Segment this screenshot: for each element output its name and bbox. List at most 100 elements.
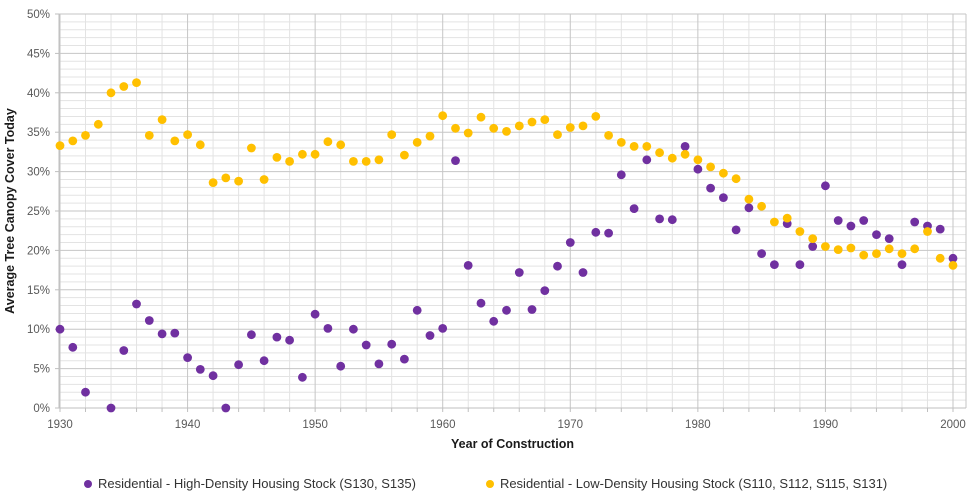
data-point	[706, 183, 715, 193]
data-point	[897, 260, 907, 269]
x-tick-label: 1940	[175, 419, 201, 431]
data-point	[463, 128, 473, 138]
data-point	[553, 130, 562, 140]
y-tick-label: 25%	[27, 206, 50, 218]
y-axis-tick-labels: 0% 5% 10% 15% 20% 25% 30% 35% 40% 45% 50%	[27, 9, 50, 415]
data-point	[884, 244, 894, 254]
legend-label-low-density: Residential - Low-Density Housing Stock …	[499, 476, 888, 491]
data-point	[55, 141, 65, 151]
legend-item-high-density: Residential - High-Density Housing Stock…	[84, 476, 416, 491]
data-point	[144, 316, 154, 325]
data-point	[285, 335, 294, 345]
data-point	[132, 78, 141, 87]
data-point	[744, 194, 754, 204]
data-point	[170, 328, 180, 338]
data-point	[757, 249, 766, 258]
data-point	[387, 130, 397, 140]
data-point	[298, 149, 307, 159]
data-point	[808, 242, 818, 251]
y-axis-title: Average Tree Canopy Cover Today	[3, 108, 17, 314]
data-point	[897, 249, 907, 258]
y-tick-label: 45%	[27, 48, 50, 60]
data-point	[361, 340, 371, 350]
data-point	[540, 115, 550, 124]
data-point	[272, 332, 282, 342]
data-point	[527, 117, 537, 127]
data-point	[310, 149, 320, 159]
legend-marker-high-density-icon	[84, 479, 92, 488]
data-point	[527, 305, 537, 314]
x-axis-tick-labels: 1930 1940 1950 1960 1970 1980 1990 2000	[47, 419, 966, 431]
data-point	[425, 331, 435, 340]
data-point	[795, 260, 805, 269]
data-point	[604, 131, 613, 140]
data-point	[259, 175, 269, 184]
data-point	[884, 234, 894, 244]
data-point	[795, 227, 805, 236]
data-point	[744, 203, 754, 213]
data-point	[336, 140, 346, 150]
data-point	[616, 138, 626, 147]
x-tick-label: 1960	[430, 419, 456, 431]
minor-gridlines	[59, 14, 966, 408]
data-point	[680, 149, 690, 159]
legend-item-low-density: Residential - Low-Density Housing Stock …	[485, 476, 888, 491]
data-point	[693, 164, 703, 174]
data-point	[872, 249, 881, 258]
data-point	[808, 234, 818, 244]
data-point	[361, 157, 371, 166]
data-point	[132, 299, 141, 309]
data-point	[948, 261, 958, 270]
chart-legend: Residential - High-Density Housing Stock…	[84, 476, 887, 491]
data-point	[157, 115, 167, 124]
series-low-density-points	[55, 78, 958, 270]
y-tick-label: 35%	[27, 127, 50, 139]
data-point	[298, 372, 307, 382]
data-point	[923, 227, 932, 236]
data-point	[183, 353, 193, 362]
data-point	[514, 268, 524, 277]
data-point	[234, 176, 244, 186]
data-point	[208, 178, 218, 188]
data-point	[821, 181, 830, 191]
data-point	[719, 193, 728, 203]
x-tick-label: 1980	[685, 419, 711, 431]
data-point	[872, 230, 881, 240]
legend-marker-low-density-icon	[485, 479, 494, 488]
data-point	[374, 359, 384, 369]
data-point	[323, 324, 333, 333]
data-point	[272, 153, 282, 162]
data-point	[757, 201, 766, 211]
data-point	[374, 155, 384, 165]
data-point	[770, 217, 779, 227]
y-tick-label: 5%	[33, 364, 50, 376]
data-point	[68, 342, 78, 352]
x-tick-label: 1990	[813, 419, 839, 431]
data-point	[400, 354, 409, 364]
data-point	[310, 309, 320, 319]
data-point	[221, 173, 231, 183]
data-point	[629, 142, 639, 151]
data-point	[412, 305, 422, 315]
data-point	[770, 260, 779, 269]
data-point	[514, 121, 524, 131]
data-point	[706, 162, 715, 172]
data-point	[425, 131, 435, 141]
data-point	[489, 316, 499, 326]
data-point	[438, 111, 448, 121]
data-point	[859, 250, 869, 260]
data-point	[502, 126, 511, 136]
data-point	[412, 138, 422, 147]
major-gridlines	[59, 13, 967, 408]
x-tick-label: 1950	[302, 419, 328, 431]
series-high-density-points	[55, 142, 958, 413]
y-tick-label: 20%	[27, 245, 50, 257]
data-point	[578, 121, 588, 131]
data-point	[553, 261, 562, 271]
data-point	[247, 143, 256, 153]
y-tick-label: 10%	[27, 324, 50, 336]
data-point	[833, 245, 843, 255]
data-point	[693, 155, 703, 165]
